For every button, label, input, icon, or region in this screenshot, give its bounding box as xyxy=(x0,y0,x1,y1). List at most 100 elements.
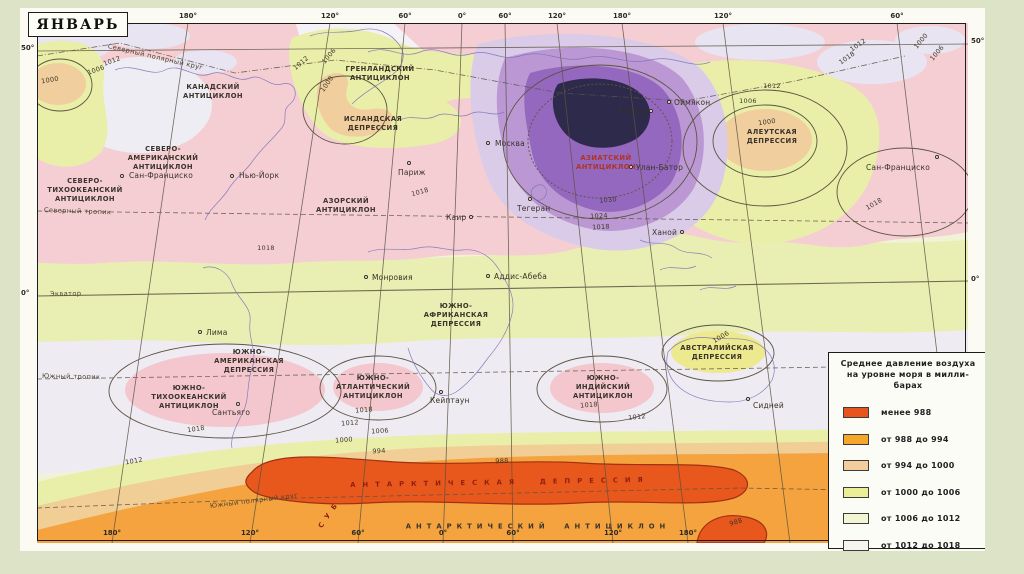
longitude-tick-bottom: 0° xyxy=(438,529,448,537)
longitude-tick-bottom: 120° xyxy=(603,529,623,537)
pressure-cell-label: ЮЖНО- АТЛАНТИЧЕСКИЙ АНТИЦИКЛОН xyxy=(335,374,411,401)
city-marker xyxy=(629,165,633,169)
legend-item: от 988 до 994 xyxy=(837,433,979,445)
city-label: Оймякон xyxy=(674,98,711,107)
legend-item-label: от 1012 до 1018 xyxy=(881,540,961,550)
longitude-tick-bottom: 180° xyxy=(678,529,698,537)
legend-title: Среднее давление воздуха на уровне моря … xyxy=(840,359,976,391)
city-marker xyxy=(198,330,202,334)
city-label: Каир xyxy=(446,213,467,222)
legend-items: менее 988 от 988 до 994 от 994 до 1000 от 1… xyxy=(837,407,979,551)
isobar-value: 1012 xyxy=(763,82,781,90)
pressure-cell-label: АНТАРКТИЧЕСКИЙ АНТИЦИКЛОН xyxy=(405,522,671,531)
pressure-cell-label: СЕВЕРО- АМЕРИКАНСКИЙ АНТИЦИКЛОН xyxy=(127,145,199,172)
city-label: Лима xyxy=(206,328,228,337)
pressure-cell-label: ИСЛАНДСКАЯ ДЕПРЕССИЯ xyxy=(343,114,403,132)
city-label: Нью-Йорк xyxy=(239,171,280,180)
isobar-value: 1006 xyxy=(739,97,757,105)
isobar-value: 988 xyxy=(495,456,509,466)
latitude-tick-left: 50° xyxy=(21,44,35,52)
city-marker xyxy=(746,397,750,401)
city-label: Сантьяго xyxy=(212,408,251,417)
isobar-rings xyxy=(37,58,968,439)
legend-item: от 1006 до 1012 xyxy=(837,513,979,525)
graticule xyxy=(37,23,968,543)
city-label: Москва xyxy=(495,139,525,148)
graticule-label: Южный тропик xyxy=(41,372,101,382)
city-marker xyxy=(528,197,532,201)
city-label: Сан-Франциско xyxy=(129,171,193,180)
city-marker xyxy=(364,275,368,279)
longitude-tick-bottom: 60° xyxy=(506,529,520,537)
graticule-label: Экватор xyxy=(49,289,82,298)
pressure-cell-label: АЛЕУТСКАЯ ДЕПРЕССИЯ xyxy=(746,127,798,145)
longitude-tick-bottom: 60° xyxy=(351,529,365,537)
isobar-value: 1000 xyxy=(334,435,354,445)
legend-swatch xyxy=(843,513,869,525)
zone-south-atlantic-high xyxy=(333,363,423,411)
pressure-cell-label: СЕВЕРО- ТИХООКЕАНСКИЙ АНТИЦИКЛОН xyxy=(47,177,123,204)
legend-item: от 994 до 1000 xyxy=(837,460,979,472)
city-label: Ханой xyxy=(652,228,678,237)
isobar-value: 1024 xyxy=(589,211,609,221)
legend-swatch xyxy=(843,539,869,551)
legend-item-label: менее 988 xyxy=(881,408,932,418)
zone-south-pacific-high xyxy=(125,353,325,427)
map-title: ЯНВАРЬ xyxy=(36,16,120,33)
latitude-tick-right: 0° xyxy=(971,275,980,283)
city-label: Тегеран xyxy=(517,204,551,213)
pressure-cell-label: ЮЖНО- АМЕРИКАНСКАЯ ДЕПРЕССИЯ xyxy=(214,348,284,375)
legend-item-label: от 994 до 1000 xyxy=(881,461,955,471)
isobar-value: 1018 xyxy=(257,244,275,252)
isobar-value: 1018 xyxy=(591,222,611,232)
pressure-cell-label: КАНАДСКИЙ АНТИЦИКЛОН xyxy=(183,82,243,100)
isobar-value: 1018 xyxy=(354,405,374,415)
city-marker xyxy=(439,390,443,394)
legend-item-label: от 1000 до 1006 xyxy=(881,487,961,497)
legend-swatch xyxy=(843,460,869,472)
city-marker xyxy=(120,174,124,178)
zone-nw-pacific-low xyxy=(37,40,108,167)
city-label: Сидней xyxy=(753,401,784,410)
legend-item-label: от 988 до 994 xyxy=(881,434,949,444)
city-marker xyxy=(236,402,240,406)
city-marker xyxy=(407,161,411,165)
city-marker xyxy=(649,109,653,113)
city-label: Якутск xyxy=(618,107,647,116)
city-label: Улан-Батор xyxy=(636,163,684,172)
isobar-value: 1012 xyxy=(340,418,360,428)
isobar-value: 1006 xyxy=(370,426,390,436)
legend-swatch xyxy=(843,486,869,498)
city-label: Монровия xyxy=(372,273,413,282)
legend: Среднее давление воздуха на уровне моря … xyxy=(828,352,985,551)
legend-item: менее 988 xyxy=(837,407,979,419)
longitude-tick-top: 120° xyxy=(713,12,733,20)
map-title-box: ЯНВАРЬ xyxy=(28,12,128,37)
isobar-value: 1018 xyxy=(579,400,599,410)
isobar-value: 994 xyxy=(372,446,386,456)
pressure-cell-label: ЮЖНО- ТИХООКЕАНСКИЙ АНТИЦИКЛОН xyxy=(151,384,227,411)
legend-item-label: от 1006 до 1012 xyxy=(881,514,961,524)
pressure-cell-label: ЮЖНО- АФРИКАНСКАЯ ДЕПРЕССИЯ xyxy=(423,302,489,329)
longitude-tick-top: 0° xyxy=(457,12,467,20)
isobar-value: 1030 xyxy=(598,195,618,205)
longitude-tick-top: 60° xyxy=(498,12,512,20)
legend-item: от 1000 до 1006 xyxy=(837,486,979,498)
legend-item: от 1012 до 1018 xyxy=(837,539,979,551)
pressure-cell-label: АЗОРСКИЙ АНТИЦИКЛОН xyxy=(316,196,376,214)
latitude-tick-left: 0° xyxy=(21,289,30,297)
longitude-tick-bottom: 120° xyxy=(240,529,260,537)
pressure-cell-label: ГРЕНЛАНДСКИЙ АНТИЦИКЛОН xyxy=(345,64,415,82)
pressure-cell-label: АВСТРАЛИЙСКАЯ ДЕПРЕССИЯ xyxy=(680,343,754,361)
city-label: Париж xyxy=(398,168,426,177)
legend-swatch xyxy=(843,433,869,445)
zone-south-indian-high xyxy=(550,363,654,413)
city-marker xyxy=(680,230,684,234)
longitude-tick-top: 180° xyxy=(612,12,632,20)
city-marker xyxy=(486,141,490,145)
longitude-tick-top: 60° xyxy=(398,12,412,20)
city-marker xyxy=(486,274,490,278)
city-label: Кейптаун xyxy=(430,396,470,405)
